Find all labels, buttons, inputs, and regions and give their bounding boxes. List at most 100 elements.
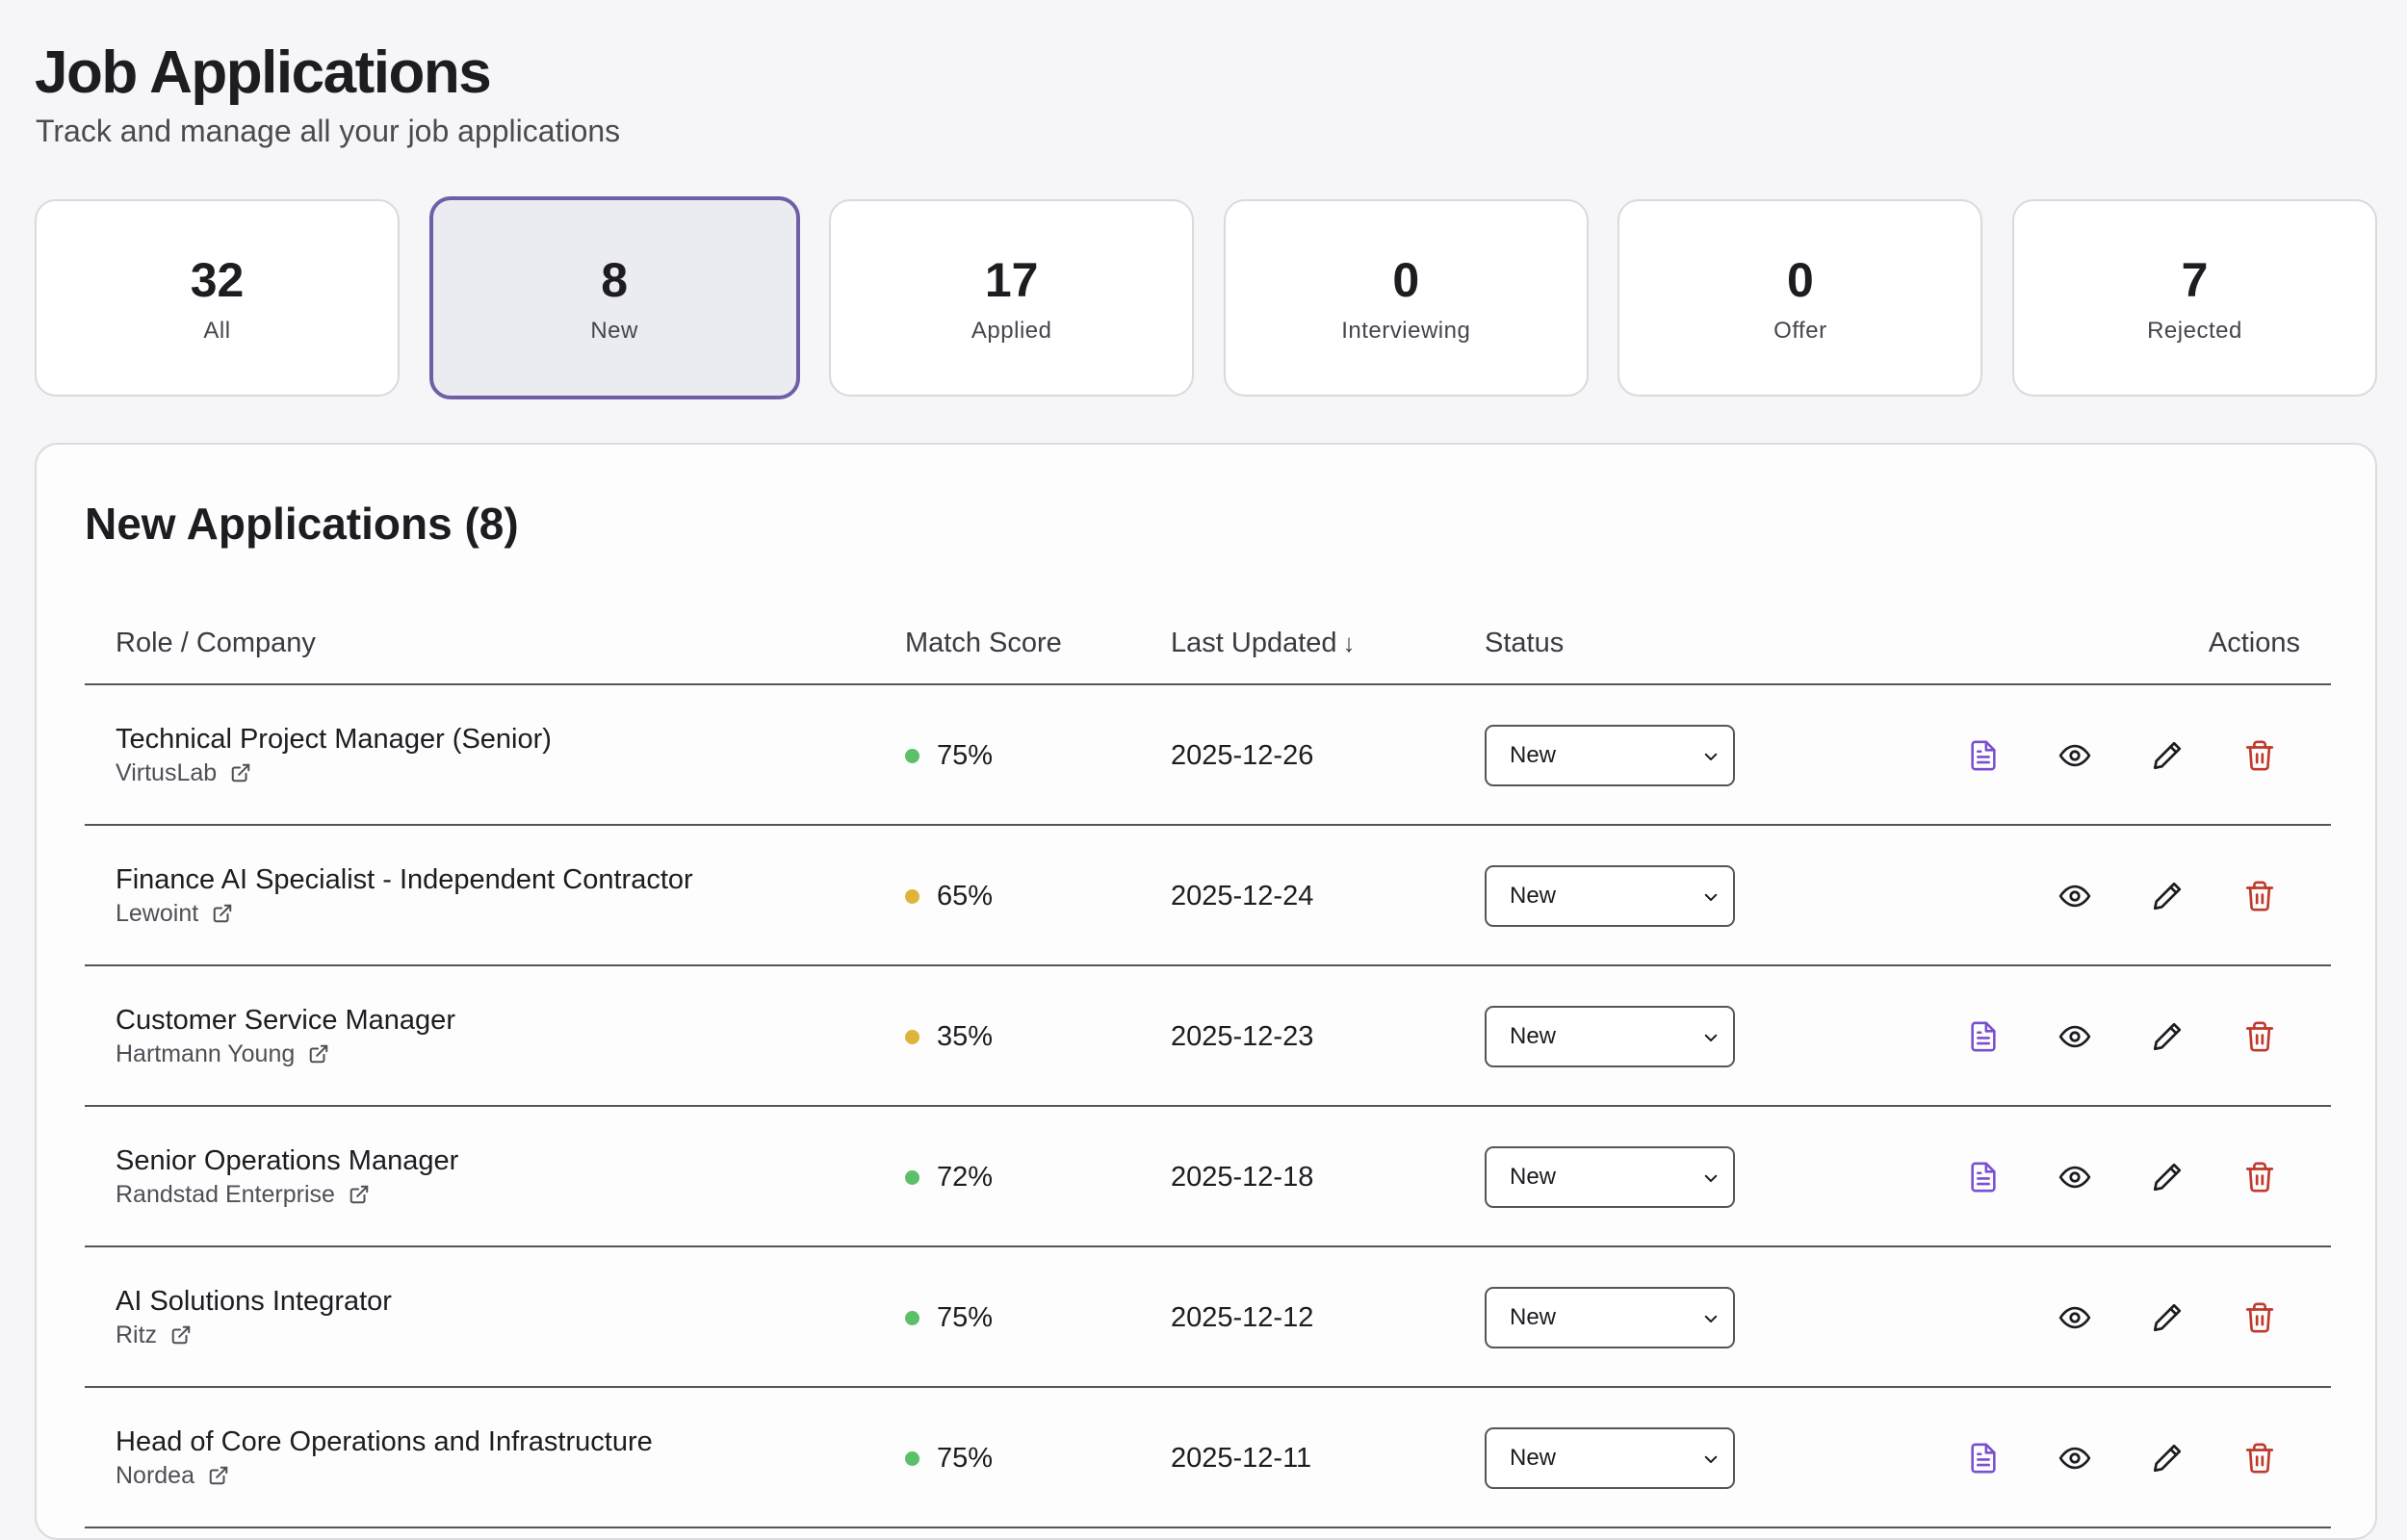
- pencil-icon[interactable]: [2151, 1442, 2184, 1475]
- page-title: Job Applications: [35, 39, 492, 106]
- external-link-icon[interactable]: [349, 1184, 370, 1205]
- status-select-value: New: [1510, 742, 1557, 768]
- stat-card-new[interactable]: 8 New: [428, 196, 800, 399]
- document-icon[interactable]: [1967, 1020, 2000, 1053]
- match-indicator-dot: [905, 1450, 919, 1466]
- external-link-icon[interactable]: [212, 903, 233, 924]
- stat-label: Rejected: [2147, 317, 2242, 344]
- column-header-status: Status: [1485, 628, 1565, 658]
- eye-icon[interactable]: [2058, 880, 2091, 912]
- status-select[interactable]: New: [1485, 1146, 1735, 1208]
- external-link-icon[interactable]: [230, 762, 251, 783]
- match-score-value: 65%: [937, 881, 994, 911]
- document-icon[interactable]: [1967, 739, 2000, 772]
- company-cell: Randstad Enterprise: [116, 1180, 458, 1209]
- role-cell: Customer Service Manager Hartmann Young: [116, 1003, 455, 1068]
- company-name: Nordea: [116, 1462, 194, 1489]
- role-title: Technical Project Manager (Senior): [116, 724, 552, 755]
- company-name: Hartmann Young: [116, 1040, 296, 1067]
- stat-count: 32: [190, 252, 245, 307]
- status-select[interactable]: New: [1485, 1006, 1735, 1067]
- trash-icon[interactable]: [2243, 880, 2276, 912]
- document-icon[interactable]: [1967, 1442, 2000, 1475]
- role-title: Customer Service Manager: [116, 1005, 455, 1036]
- trash-icon[interactable]: [2243, 1442, 2276, 1475]
- external-link-icon[interactable]: [170, 1324, 192, 1346]
- chevron-down-icon: [1702, 748, 1720, 765]
- eye-icon[interactable]: [2058, 739, 2091, 772]
- stat-card-offer[interactable]: 0 Offer: [1618, 199, 1983, 397]
- pencil-icon[interactable]: [2151, 1020, 2184, 1053]
- match-indicator-dot: [905, 1169, 919, 1185]
- table-row: Head of Core Operations and Infrastructu…: [85, 1388, 2331, 1528]
- role-title: Finance AI Specialist - Independent Cont…: [116, 864, 693, 895]
- status-select-value: New: [1510, 1304, 1557, 1330]
- company-cell: Lewoint: [116, 899, 693, 928]
- last-updated: 2025-12-12: [1171, 1302, 1314, 1333]
- eye-icon[interactable]: [2058, 1020, 2091, 1053]
- last-updated: 2025-12-24: [1171, 881, 1314, 911]
- match-indicator-dot: [905, 748, 919, 763]
- table-row: Senior Operations Manager Randstad Enter…: [85, 1107, 2331, 1247]
- external-link-icon[interactable]: [308, 1043, 329, 1065]
- status-select[interactable]: New: [1485, 725, 1735, 786]
- chevron-down-icon: [1702, 1169, 1720, 1187]
- table-header: Role / Company Match Score Last Updated ↓…: [85, 616, 2331, 685]
- chevron-down-icon: [1702, 1029, 1720, 1046]
- document-icon[interactable]: [1967, 1161, 2000, 1194]
- last-updated: 2025-12-23: [1171, 1021, 1314, 1052]
- trash-icon[interactable]: [2243, 1161, 2276, 1194]
- stat-card-all[interactable]: 32 All: [35, 199, 400, 397]
- status-select-value: New: [1510, 1164, 1557, 1190]
- match-score-value: 75%: [937, 1443, 994, 1474]
- page: Job Applications Track and manage all yo…: [35, 39, 2377, 1540]
- status-select-value: New: [1510, 1445, 1557, 1471]
- match-score-value: 35%: [937, 1021, 994, 1052]
- chevron-down-icon: [1702, 1450, 1720, 1468]
- status-select[interactable]: New: [1485, 1427, 1735, 1489]
- status-filter-cards: 32 All 8 New 17 Applied 0 Interviewing 0…: [35, 196, 2377, 399]
- chevron-down-icon: [1702, 888, 1720, 906]
- trash-icon[interactable]: [2243, 739, 2276, 772]
- match-score: 75%: [905, 1300, 993, 1335]
- last-updated: 2025-12-26: [1171, 740, 1314, 771]
- panel-title: New Applications (8): [85, 499, 519, 549]
- column-header-last-updated[interactable]: Last Updated ↓: [1171, 626, 1356, 660]
- stat-count: 8: [601, 252, 628, 307]
- role-cell: Senior Operations Manager Randstad Enter…: [116, 1143, 458, 1209]
- role-cell: AI Solutions Integrator Ritz: [116, 1284, 392, 1349]
- status-select[interactable]: New: [1485, 1287, 1735, 1348]
- sort-arrow-down-icon: ↓: [1342, 629, 1356, 657]
- stat-label: Interviewing: [1341, 317, 1471, 344]
- company-cell: Nordea: [116, 1461, 653, 1490]
- trash-icon[interactable]: [2243, 1020, 2276, 1053]
- last-updated: 2025-12-11: [1171, 1443, 1312, 1474]
- match-score-value: 75%: [937, 740, 994, 771]
- stat-card-applied[interactable]: 17 Applied: [829, 199, 1195, 397]
- company-name: Randstad Enterprise: [116, 1181, 335, 1208]
- column-header-role: Role / Company: [116, 628, 316, 658]
- stat-card-interviewing[interactable]: 0 Interviewing: [1223, 199, 1589, 397]
- company-name: Lewoint: [116, 900, 199, 927]
- eye-icon[interactable]: [2058, 1301, 2091, 1334]
- column-header-match-score[interactable]: Match Score: [905, 628, 1062, 658]
- pencil-icon[interactable]: [2151, 1161, 2184, 1194]
- status-select[interactable]: New: [1485, 865, 1735, 927]
- table-row: AI Solutions Integrator Ritz 75% 2025-12…: [85, 1247, 2331, 1388]
- company-cell: Hartmann Young: [116, 1040, 455, 1068]
- eye-icon[interactable]: [2058, 1161, 2091, 1194]
- eye-icon[interactable]: [2058, 1442, 2091, 1475]
- stat-card-rejected[interactable]: 7 Rejected: [2011, 199, 2377, 397]
- pencil-icon[interactable]: [2151, 1301, 2184, 1334]
- stat-label: All: [203, 317, 231, 344]
- company-name: Ritz: [116, 1322, 158, 1348]
- external-link-icon[interactable]: [208, 1465, 229, 1486]
- match-indicator-dot: [905, 1310, 919, 1325]
- pencil-icon[interactable]: [2151, 739, 2184, 772]
- pencil-icon[interactable]: [2151, 880, 2184, 912]
- company-cell: VirtusLab: [116, 758, 552, 787]
- trash-icon[interactable]: [2243, 1301, 2276, 1334]
- column-header-actions: Actions: [2208, 628, 2300, 658]
- status-select-value: New: [1510, 883, 1557, 909]
- chevron-down-icon: [1702, 1310, 1720, 1327]
